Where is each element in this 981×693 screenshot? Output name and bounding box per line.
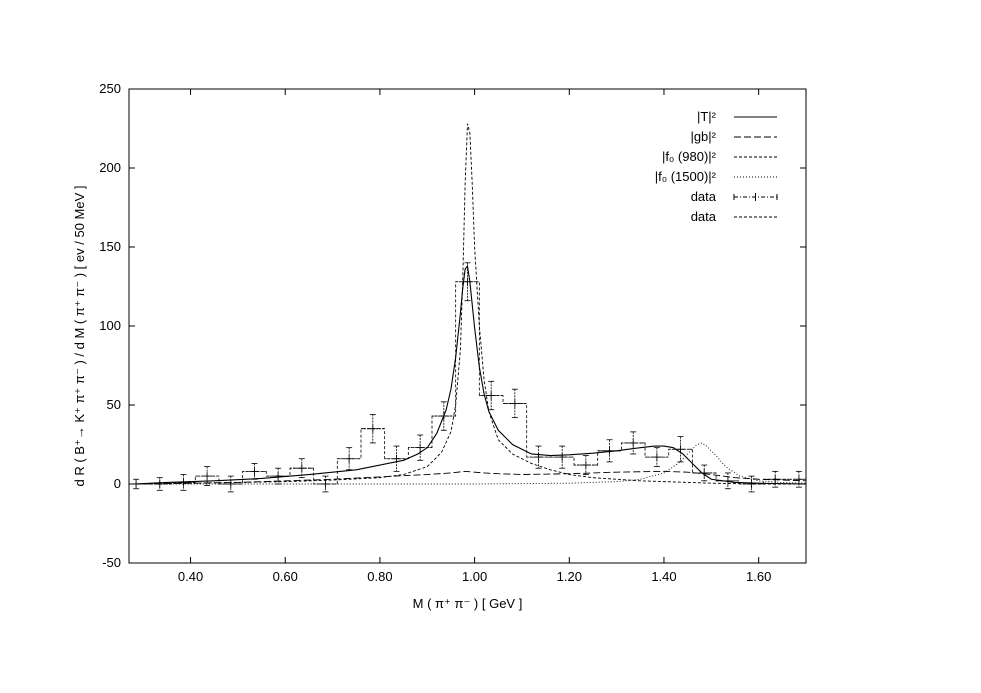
data-point xyxy=(739,475,764,493)
x-tick-label: 1.60 xyxy=(746,569,771,584)
x-axis-label: M ( π⁺ π⁻ ) [ GeV ] xyxy=(413,596,523,611)
data-point xyxy=(431,401,456,431)
legend-item: |f₀ (1500)|² xyxy=(655,169,777,184)
series-layer xyxy=(129,123,806,485)
legend: |T|² |gb|² |f₀ (980)|² |f₀ (1500)|² data data xyxy=(655,109,778,224)
legend-item: data xyxy=(691,209,777,224)
y-tick-label: -50 xyxy=(102,555,121,570)
data-point xyxy=(242,463,267,480)
legend-label: |f₀ (980)|² xyxy=(662,149,717,164)
data-point xyxy=(692,464,717,482)
data-point xyxy=(621,431,646,455)
series-line-1 xyxy=(133,264,806,485)
x-tick-label: 1.40 xyxy=(651,569,676,584)
data-point xyxy=(195,466,219,486)
data-point xyxy=(266,467,290,485)
series-line-2 xyxy=(133,470,806,485)
legend-label: |f₀ (1500)|² xyxy=(655,169,717,184)
x-tick-label: 0.60 xyxy=(273,569,298,584)
y-tick-label: 150 xyxy=(99,239,121,254)
x-tick-label: 1.00 xyxy=(462,569,487,584)
data-point xyxy=(574,455,598,475)
series-line-3 xyxy=(133,123,806,485)
data-point xyxy=(597,439,622,463)
data-point xyxy=(337,447,361,471)
data-point xyxy=(384,445,409,472)
y-tick-label: 200 xyxy=(99,160,121,175)
data-point xyxy=(455,262,480,302)
histogram-series xyxy=(129,281,806,485)
data-point xyxy=(645,447,669,468)
data-point xyxy=(360,414,385,444)
legend-item: |T|² xyxy=(697,109,777,124)
data-point xyxy=(668,436,693,463)
data-point xyxy=(408,434,432,461)
x-tick-label: 0.80 xyxy=(367,569,392,584)
x-tick-label: 0.40 xyxy=(178,569,203,584)
legend-label: |gb|² xyxy=(690,129,716,144)
legend-label: |T|² xyxy=(697,109,717,124)
y-tick-label: 250 xyxy=(99,81,121,96)
data-point xyxy=(550,445,575,469)
data-point xyxy=(503,388,527,419)
legend-label: data xyxy=(691,189,717,204)
y-axis-label: d R ( B⁺→ K⁺ π⁺ π⁻ ) / d M ( π⁺ π⁻ ) [ e… xyxy=(72,186,87,487)
y-tick-label: 100 xyxy=(99,318,121,333)
data-point xyxy=(763,470,788,488)
legend-item: |f₀ (980)|² xyxy=(662,149,777,164)
data-point xyxy=(787,470,806,488)
y-tick-label: 0 xyxy=(114,476,121,491)
series-line-4 xyxy=(133,442,806,485)
data-point xyxy=(479,380,504,411)
data-point xyxy=(313,475,338,493)
data-point xyxy=(716,472,740,490)
legend-item: data xyxy=(691,189,778,204)
data-point xyxy=(147,477,172,491)
axes-layer: -50 0 50 100 150 200 250 0.40 0.60 0.80 1.00 1.20 1.… xyxy=(72,81,807,611)
legend-item: |gb|² xyxy=(690,129,777,144)
y-tick-label: 50 xyxy=(107,397,121,412)
data-point xyxy=(171,474,196,491)
data-point xyxy=(289,458,314,479)
data-points-layer xyxy=(129,262,806,493)
data-point xyxy=(218,475,243,493)
data-point xyxy=(526,445,551,469)
legend-label: data xyxy=(691,209,717,224)
x-tick-label: 1.20 xyxy=(557,569,582,584)
